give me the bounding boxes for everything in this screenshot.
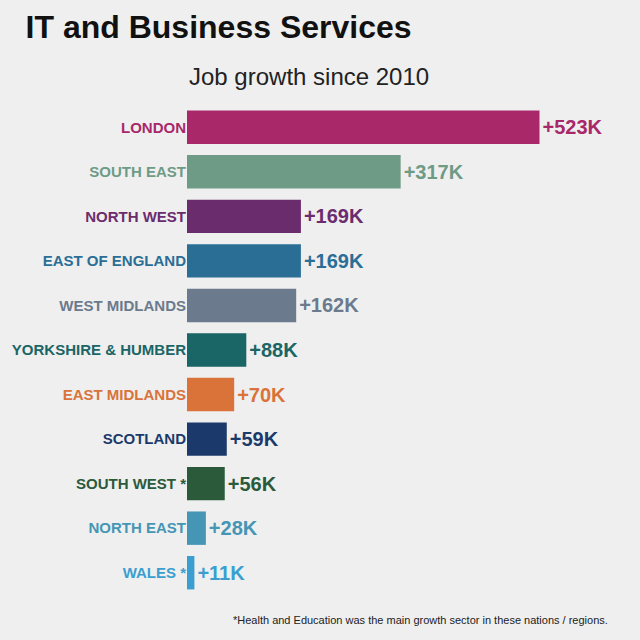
svg-text:*Health and Education was the: *Health and Education was the main growt… — [233, 614, 608, 626]
svg-text:+169K: +169K — [304, 250, 364, 272]
svg-text:NORTH EAST: NORTH EAST — [89, 519, 187, 536]
svg-text:WEST MIDLANDS: WEST MIDLANDS — [59, 297, 186, 314]
svg-text:EAST MIDLANDS: EAST MIDLANDS — [63, 386, 186, 403]
svg-text:+59K: +59K — [230, 428, 279, 450]
svg-text:Job growth since 2010: Job growth since 2010 — [189, 63, 429, 90]
svg-text:NORTH WEST: NORTH WEST — [85, 208, 186, 225]
svg-text:LONDON: LONDON — [121, 119, 186, 136]
svg-text:SOUTH EAST: SOUTH EAST — [89, 163, 186, 180]
svg-text:EAST OF ENGLAND: EAST OF ENGLAND — [43, 252, 187, 269]
svg-text:IT and Business Services: IT and Business Services — [26, 9, 412, 45]
svg-text:YORKSHIRE & HUMBER: YORKSHIRE & HUMBER — [12, 341, 186, 358]
svg-text:+317K: +317K — [404, 161, 464, 183]
svg-text:+169K: +169K — [304, 205, 364, 227]
svg-text:+70K: +70K — [237, 384, 286, 406]
svg-text:SCOTLAND: SCOTLAND — [103, 430, 186, 447]
svg-text:+11K: +11K — [197, 562, 245, 584]
svg-text:+162K: +162K — [299, 294, 359, 316]
svg-text:+56K: +56K — [228, 473, 277, 495]
svg-text:WALES *: WALES * — [123, 564, 187, 581]
svg-text:+523K: +523K — [543, 116, 603, 138]
svg-text:SOUTH WEST *: SOUTH WEST * — [76, 475, 186, 492]
svg-text:+88K: +88K — [249, 339, 298, 361]
svg-text:+28K: +28K — [209, 517, 258, 539]
